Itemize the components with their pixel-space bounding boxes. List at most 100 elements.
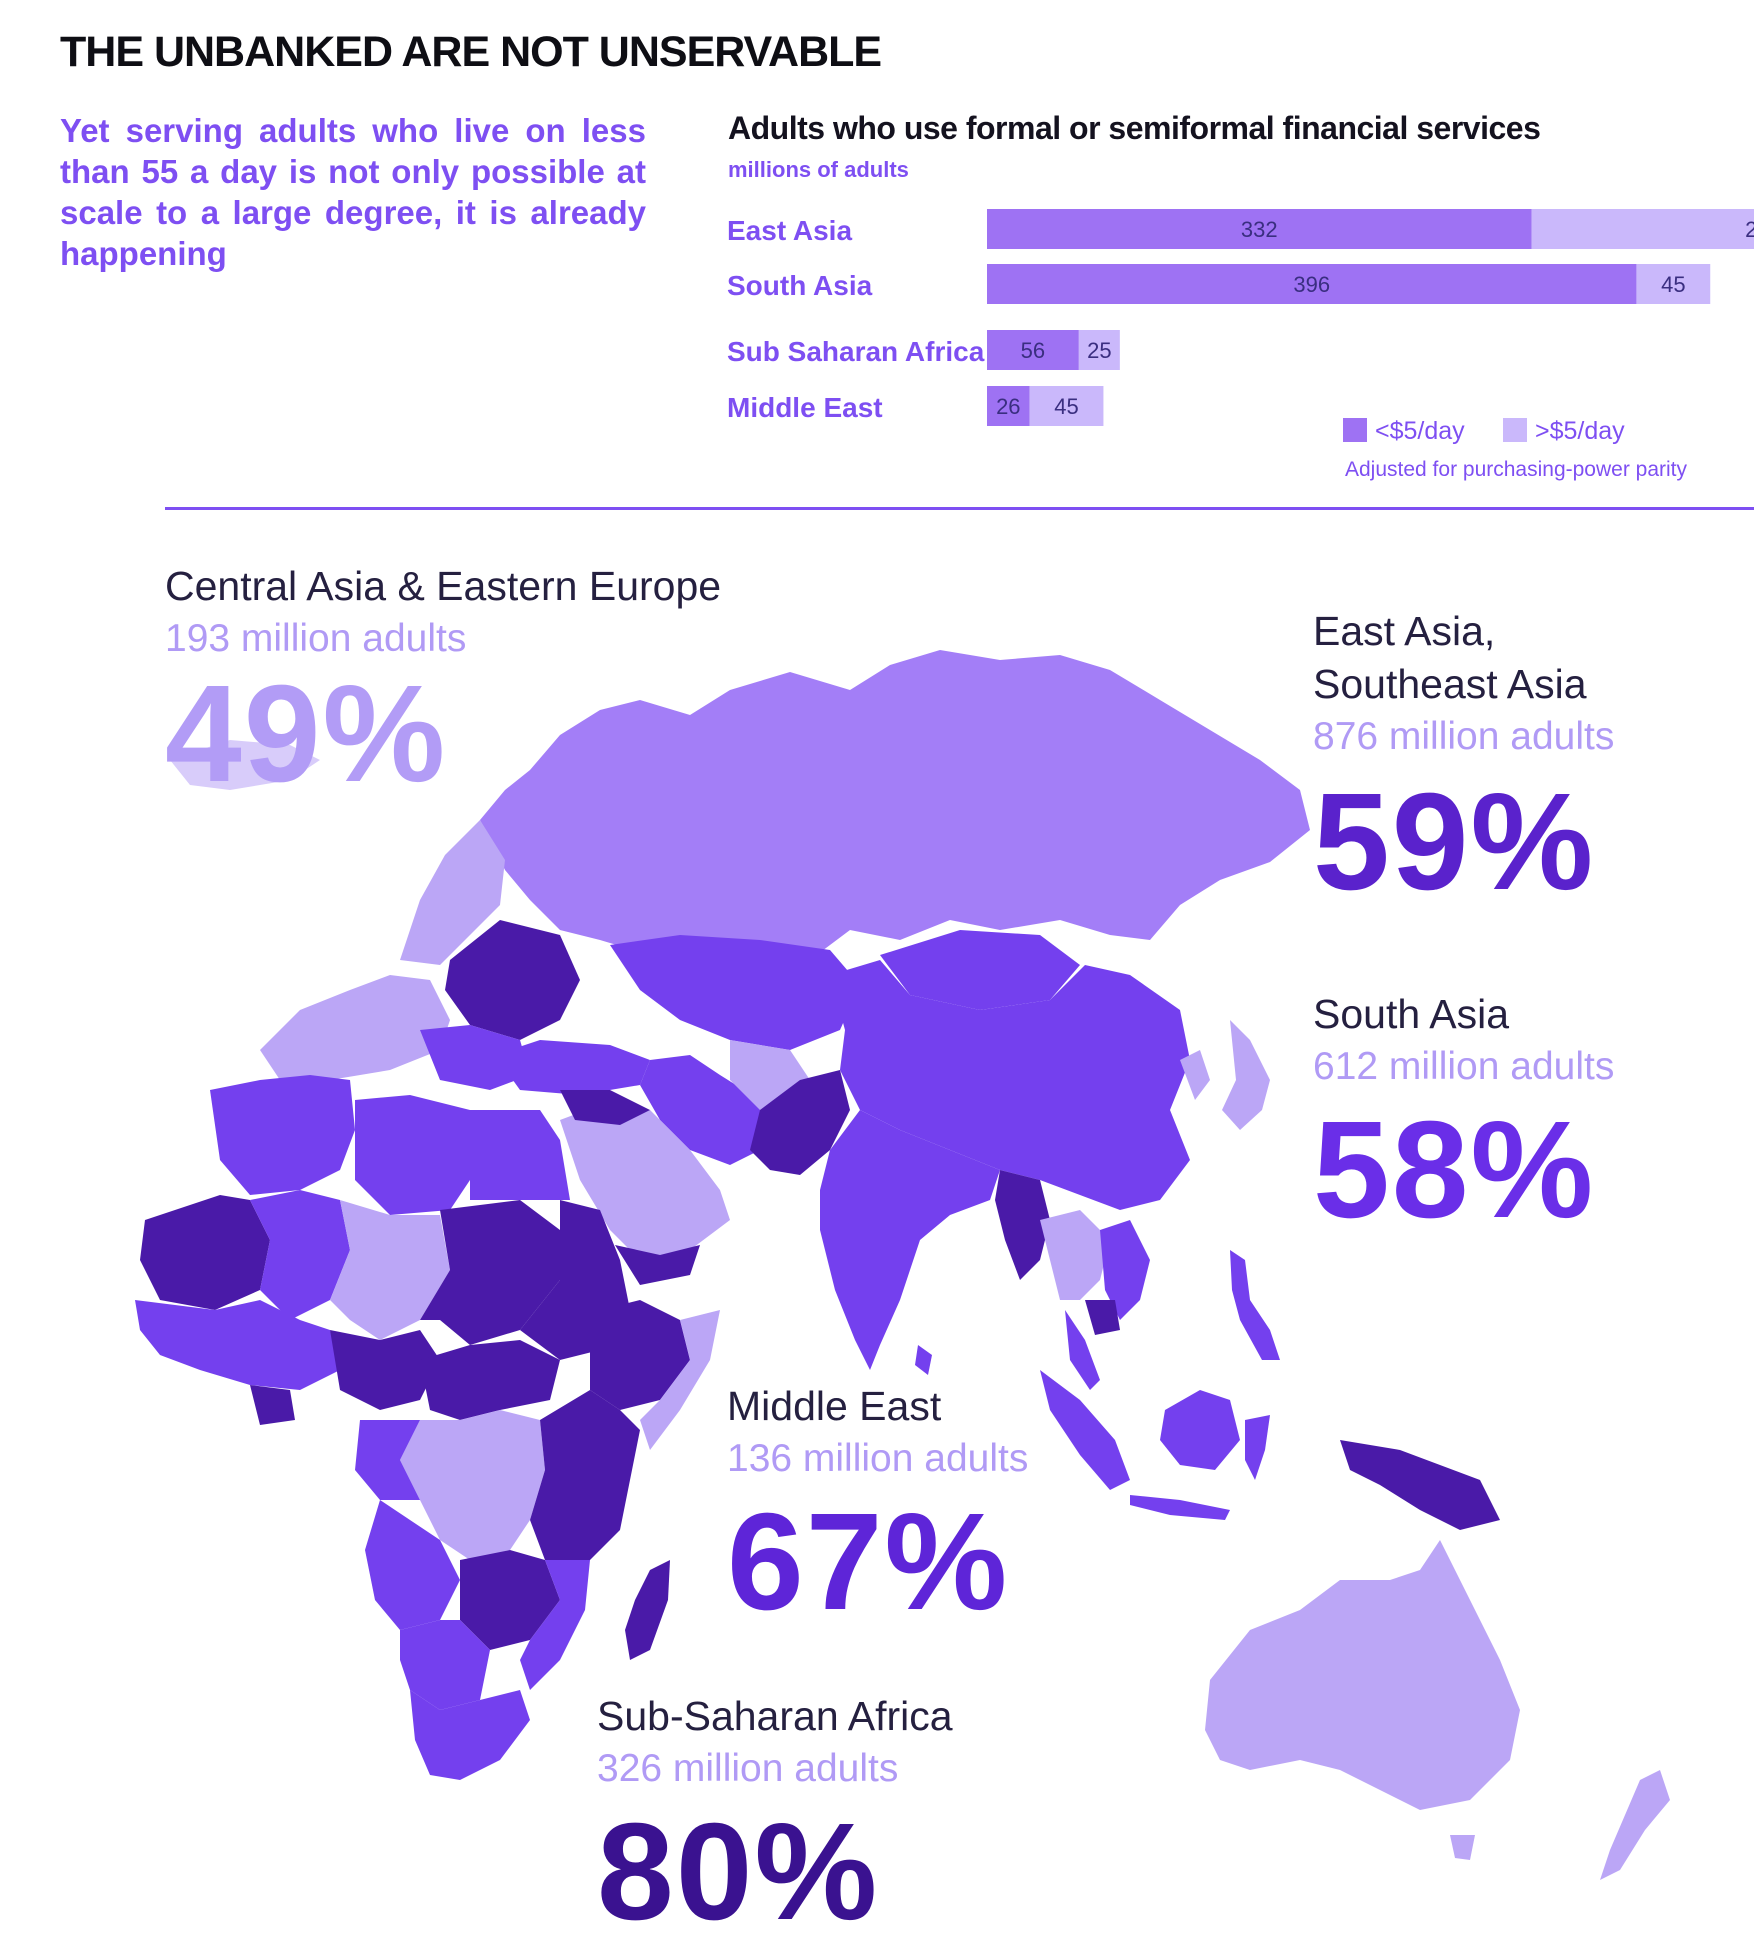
bar-segment-below-5	[987, 264, 1637, 304]
map-central-asia	[610, 935, 860, 1050]
bar-value-label: 332	[1241, 217, 1278, 242]
map-borneo	[1160, 1390, 1240, 1470]
bar-category-label: South Asia	[727, 270, 873, 301]
bar-segment-above-5	[1029, 386, 1104, 426]
bar-value-label: 396	[1293, 272, 1330, 297]
legend-label: >$5/day	[1535, 417, 1625, 445]
stacked-bar-chart: East Asia 332 283 South Asia 396 45 Sub Sahara…	[727, 209, 1754, 445]
region-sub-saharan-africa: Sub-Saharan Africa 326 million adults 80…	[597, 1690, 953, 1941]
bar-value-label: 25	[1087, 338, 1111, 363]
map-japan	[1222, 1020, 1270, 1130]
region-adults: 876 million adults	[1313, 715, 1615, 758]
region-adults: 136 million adults	[727, 1437, 1029, 1480]
region-percent: 59%	[1313, 765, 1596, 919]
map-madagascar	[625, 1560, 670, 1660]
map-nigeria	[330, 1330, 440, 1410]
map-chad	[420, 1200, 560, 1345]
map-egypt	[470, 1110, 570, 1200]
region-percent: 49%	[165, 657, 448, 811]
map-maghreb	[210, 1075, 355, 1195]
region-adults: 193 million adults	[165, 617, 467, 660]
region-name: Central Asia & Eastern Europe	[165, 563, 722, 609]
map-sri-lanka	[915, 1345, 932, 1375]
region-east-asia: East Asia, Southeast Asia 876 million ad…	[1313, 605, 1614, 911]
map-namibia-botswana	[400, 1620, 490, 1710]
section-divider	[165, 507, 1754, 510]
map-tasmania	[1450, 1835, 1475, 1860]
map-thailand-laos	[1040, 1210, 1110, 1300]
map-west-coast	[135, 1300, 340, 1390]
map-south-africa	[410, 1690, 530, 1780]
map-malaysia	[1065, 1310, 1100, 1390]
map-pakistan	[750, 1070, 850, 1175]
bar-segment-below-5	[987, 330, 1079, 370]
region-name: South Asia	[1313, 991, 1510, 1037]
region-middle-east: Middle East 136 million adults 67%	[727, 1380, 1028, 1631]
ppp-footnote: Adjusted for purchasing-power parity	[1345, 458, 1688, 481]
map-yemen	[615, 1245, 700, 1285]
bar-segment-above-5	[1078, 330, 1120, 370]
intro-text: Yet serving adults who live on less than…	[60, 112, 646, 272]
map-papua	[1340, 1440, 1500, 1530]
map-new-zealand	[1600, 1770, 1670, 1880]
map-scandinavia	[400, 820, 505, 965]
map-car-cameroon	[420, 1340, 560, 1420]
legend-label: <$5/day	[1375, 417, 1465, 445]
region-name: Sub-Saharan Africa	[597, 1693, 953, 1739]
region-name: Middle East	[727, 1383, 942, 1429]
bar-segment-below-5	[987, 386, 1030, 426]
region-name: East Asia, Southeast Asia	[1313, 608, 1587, 707]
map-mongolia	[880, 930, 1080, 1010]
map-somalia	[640, 1310, 720, 1450]
bar-value-label: 26	[996, 394, 1020, 419]
bar-segment-above-5	[1636, 264, 1711, 304]
chart-title: Adults who use formal or semiformal fina…	[728, 110, 1541, 146]
map-china	[830, 960, 1190, 1210]
page-title: THE UNBANKED ARE NOT UNSERVABLE	[60, 28, 882, 76]
map-myanmar	[995, 1170, 1050, 1280]
map-philippines	[1230, 1250, 1280, 1360]
map-mozambique	[520, 1560, 590, 1690]
bar-category-label: East Asia	[727, 215, 852, 246]
map-turkey	[495, 1040, 650, 1095]
region-adults: 612 million adults	[1313, 1045, 1615, 1088]
region-south-asia: South Asia 612 million adults 58%	[1313, 988, 1614, 1239]
map-drc	[400, 1410, 545, 1560]
bar-value-label: 45	[1661, 272, 1685, 297]
legend-swatch	[1503, 418, 1527, 442]
map-western-europe	[260, 975, 450, 1080]
map-ethiopia	[590, 1300, 690, 1410]
bar-value-label: 56	[1021, 338, 1045, 363]
region-percent: 67%	[727, 1485, 1010, 1639]
map-india	[820, 1110, 1000, 1370]
map-kenya-tanzania	[530, 1390, 640, 1560]
bar-segment-below-5	[987, 209, 1532, 249]
map-korea	[1180, 1050, 1210, 1100]
map-gabon-congo	[355, 1420, 420, 1500]
map-niger	[330, 1200, 450, 1340]
map-greenland	[170, 740, 320, 790]
map-zambia-zimbabwe	[460, 1550, 560, 1650]
chart-subtitle: millions of adults	[728, 157, 909, 182]
map-eastern-europe	[445, 920, 580, 1040]
map-russia	[480, 650, 1310, 980]
bar-category-label: Middle East	[727, 392, 883, 423]
map-java	[1130, 1495, 1230, 1520]
region-central-asia-eastern-europe: Central Asia & Eastern Europe 193 millio…	[165, 560, 721, 803]
legend-swatch	[1343, 418, 1367, 442]
map-sumatra	[1040, 1370, 1130, 1490]
bar-value-label: 283	[1745, 217, 1754, 242]
map-balkans	[420, 1025, 530, 1090]
map-iraq-syria	[560, 1090, 650, 1125]
map-mali	[250, 1190, 350, 1320]
bar-category-label: Sub Saharan Africa	[727, 336, 985, 367]
map-sulawesi	[1245, 1415, 1270, 1480]
region-percent: 58%	[1313, 1093, 1596, 1247]
map-australia	[1205, 1540, 1520, 1810]
region-percent: 80%	[597, 1795, 880, 1949]
region-adults: 326 million adults	[597, 1747, 899, 1790]
map-vietnam	[1100, 1220, 1150, 1320]
bar-value-label: 45	[1054, 394, 1078, 419]
map-libya	[355, 1095, 470, 1215]
